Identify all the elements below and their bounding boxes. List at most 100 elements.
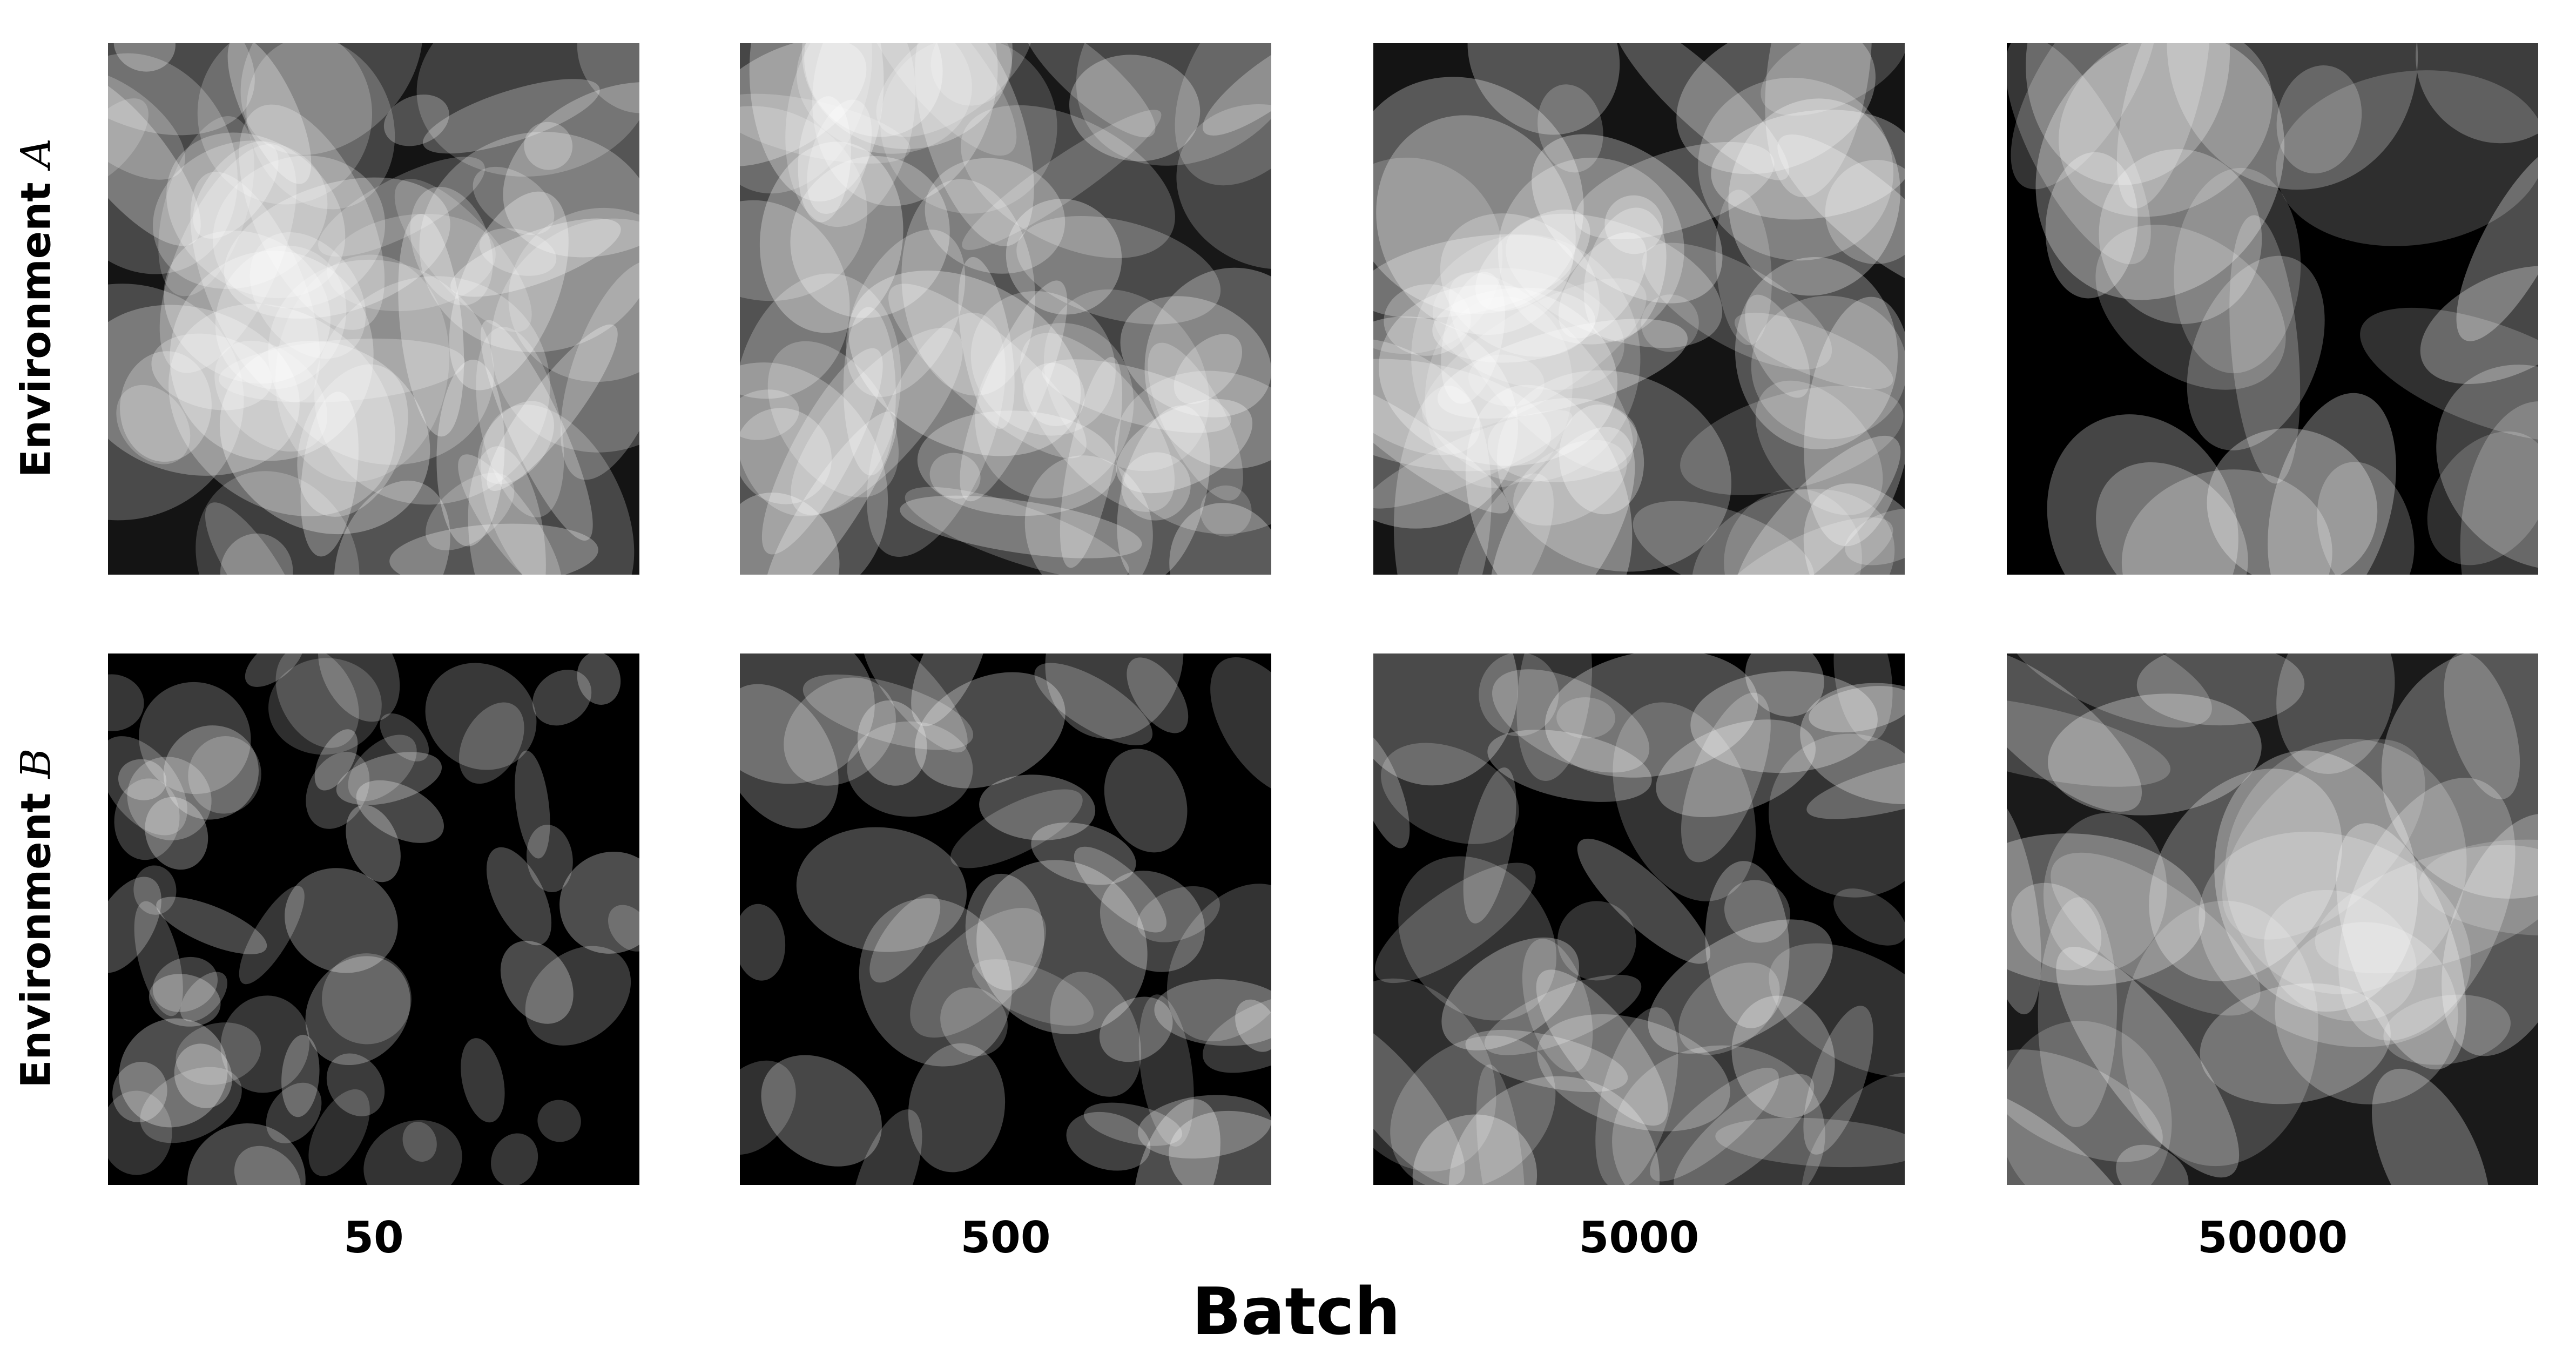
ellipse bbox=[1137, 886, 1220, 942]
ellipse bbox=[2456, 143, 2538, 341]
ellipse bbox=[2214, 750, 2418, 1012]
ellipse bbox=[1735, 435, 1901, 575]
ellipse bbox=[1373, 653, 1519, 786]
ellipse bbox=[306, 752, 370, 829]
ellipse bbox=[2007, 43, 2151, 265]
ellipse bbox=[116, 385, 191, 464]
ellipse bbox=[740, 362, 888, 575]
ellipse bbox=[1769, 733, 1905, 898]
ellipse bbox=[1016, 215, 1221, 325]
ellipse bbox=[979, 774, 1096, 841]
ellipse bbox=[1613, 43, 1789, 180]
ellipse bbox=[245, 653, 304, 687]
ellipse bbox=[1595, 1007, 1678, 1185]
ellipse bbox=[422, 79, 600, 154]
ellipse bbox=[1373, 730, 1410, 848]
ellipse bbox=[791, 327, 963, 515]
ellipse bbox=[859, 898, 1012, 1067]
ellipse bbox=[2149, 769, 2342, 981]
ellipse bbox=[491, 218, 639, 453]
ellipse bbox=[394, 179, 532, 332]
ellipse bbox=[2222, 739, 2425, 940]
ellipse bbox=[930, 43, 1013, 106]
ellipse bbox=[1532, 134, 1723, 304]
ellipse bbox=[389, 523, 598, 575]
ellipse bbox=[170, 251, 374, 461]
ellipse bbox=[108, 98, 149, 186]
ellipse-image bbox=[2007, 43, 2538, 575]
ellipse bbox=[2416, 43, 2538, 144]
ellipse bbox=[1731, 995, 1835, 1119]
ellipse bbox=[1556, 697, 1616, 739]
ellipse bbox=[461, 1038, 505, 1123]
ellipse bbox=[807, 99, 872, 214]
ellipse bbox=[740, 684, 839, 829]
ellipse bbox=[1043, 289, 1210, 471]
ellipse bbox=[318, 157, 485, 257]
ellipse bbox=[112, 1062, 167, 1122]
ellipse bbox=[1648, 919, 1833, 1054]
ellipse bbox=[740, 408, 832, 504]
ellipse bbox=[1074, 846, 1167, 933]
ellipse bbox=[1724, 880, 1790, 943]
ellipse bbox=[458, 454, 562, 575]
ellipse bbox=[2007, 653, 2142, 812]
ellipse bbox=[525, 946, 631, 1046]
ellipse bbox=[1144, 267, 1271, 469]
ellipse bbox=[268, 259, 494, 465]
ellipse bbox=[166, 132, 346, 299]
ellipse bbox=[740, 1060, 796, 1155]
ellipse bbox=[1506, 213, 1723, 348]
ellipse bbox=[120, 351, 212, 462]
ellipse bbox=[2011, 43, 2158, 190]
ellipse bbox=[1376, 115, 1576, 335]
ellipse bbox=[1825, 160, 1905, 264]
ellipse bbox=[1656, 719, 1816, 817]
ellipse bbox=[2275, 922, 2458, 1104]
row-label-prefix: Environment bbox=[11, 778, 60, 1088]
ellipse bbox=[1487, 730, 1652, 802]
ellipse bbox=[2116, 43, 2210, 208]
ellipse bbox=[1203, 43, 1271, 136]
ellipse bbox=[1437, 319, 1688, 419]
ellipse bbox=[790, 156, 950, 318]
ellipse bbox=[2056, 946, 2240, 1178]
ellipse bbox=[740, 93, 911, 164]
ellipse bbox=[537, 1100, 581, 1142]
ellipse bbox=[2116, 1144, 2189, 1185]
ellipse bbox=[224, 177, 450, 319]
ellipse bbox=[468, 446, 546, 575]
ellipse bbox=[2276, 653, 2395, 774]
ellipse bbox=[476, 327, 564, 518]
ellipse bbox=[1454, 473, 1554, 575]
ellipse bbox=[508, 207, 639, 382]
ellipse bbox=[1373, 157, 1503, 354]
ellipse bbox=[213, 156, 386, 308]
ellipse bbox=[1412, 1114, 1537, 1185]
ellipse bbox=[168, 304, 395, 516]
ellipse bbox=[156, 897, 267, 954]
ellipse bbox=[608, 905, 639, 952]
ellipse bbox=[749, 43, 884, 202]
ellipse bbox=[1099, 996, 1173, 1062]
ellipse bbox=[2207, 428, 2378, 575]
ellipse bbox=[127, 757, 212, 840]
ellipse bbox=[1441, 272, 1505, 404]
ellipse bbox=[1034, 663, 1153, 745]
panel-background bbox=[1373, 43, 1905, 575]
ellipse bbox=[426, 473, 515, 550]
row-label-letter: B bbox=[11, 748, 60, 779]
ellipse bbox=[2047, 414, 2238, 575]
ellipse bbox=[1174, 334, 1243, 405]
ellipse bbox=[1559, 404, 1644, 515]
ellipse bbox=[1583, 207, 1667, 342]
ellipse bbox=[1373, 77, 1584, 314]
ellipse bbox=[1475, 210, 1590, 312]
ellipse bbox=[740, 43, 867, 167]
ellipse bbox=[1042, 359, 1231, 433]
ellipse bbox=[1715, 1117, 1905, 1168]
ellipse bbox=[2229, 215, 2301, 484]
ellipse bbox=[1083, 1102, 1183, 1146]
ellipse bbox=[227, 43, 312, 184]
ellipse bbox=[2315, 845, 2538, 974]
